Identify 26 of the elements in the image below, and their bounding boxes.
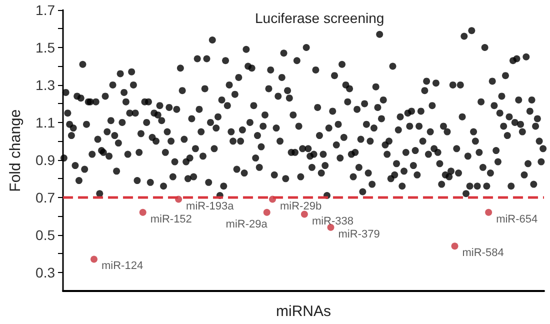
data-label: miR-29a: [226, 218, 268, 230]
y-tick-label: 1.5: [36, 39, 56, 56]
data-label: miR-124: [102, 260, 144, 272]
x-axis-title: miRNAs: [276, 303, 331, 320]
point: [300, 210, 308, 218]
point: [90, 256, 98, 263]
data-label: miR-152: [150, 213, 192, 226]
y-tick-label: 1.1: [36, 114, 56, 130]
data-label: miR-584: [462, 247, 504, 260]
y-tick-label: 1.3: [36, 76, 56, 93]
data-label: miR-338: [312, 215, 354, 228]
y-tick-label: 0.7: [36, 189, 56, 206]
point: [451, 242, 458, 250]
y-tick-label: 0.5: [36, 226, 56, 243]
data-label: miR-379: [338, 228, 380, 240]
data-label: miR-654: [496, 213, 538, 226]
y-tick-label: 1.7: [36, 2, 56, 18]
y-tick-label: 0.9: [36, 152, 56, 168]
point: [485, 208, 492, 216]
y-axis-title: Fold change: [7, 109, 24, 192]
data-label: miR-193a: [186, 200, 235, 212]
y-tick-label: 0.3: [36, 264, 56, 280]
data-label: miR-29b: [280, 200, 322, 212]
chart-title: Luciferase screening: [255, 10, 384, 26]
point: [139, 208, 146, 216]
point: [263, 208, 270, 216]
